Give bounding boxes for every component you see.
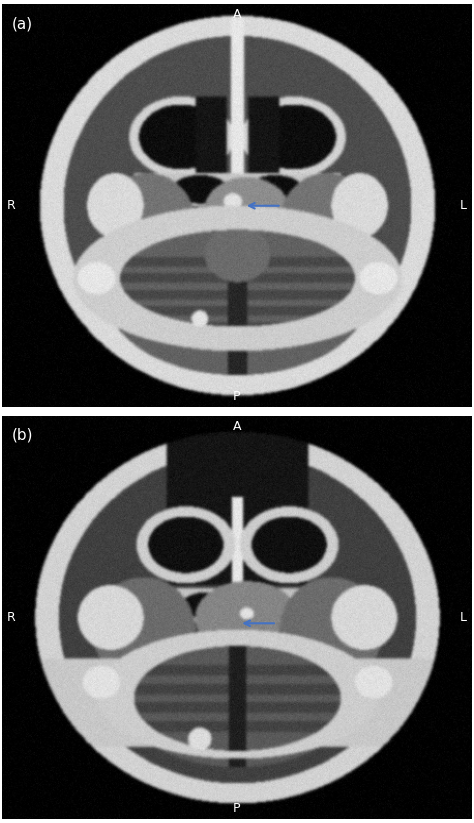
Text: A: A (233, 8, 241, 21)
Text: A: A (233, 420, 241, 433)
Text: R: R (7, 199, 16, 212)
Text: R: R (7, 611, 16, 624)
Text: P: P (233, 802, 241, 815)
Text: (a): (a) (12, 16, 33, 31)
Text: (b): (b) (12, 428, 33, 443)
Text: P: P (233, 390, 241, 403)
Text: L: L (460, 611, 467, 624)
Text: L: L (460, 199, 467, 212)
